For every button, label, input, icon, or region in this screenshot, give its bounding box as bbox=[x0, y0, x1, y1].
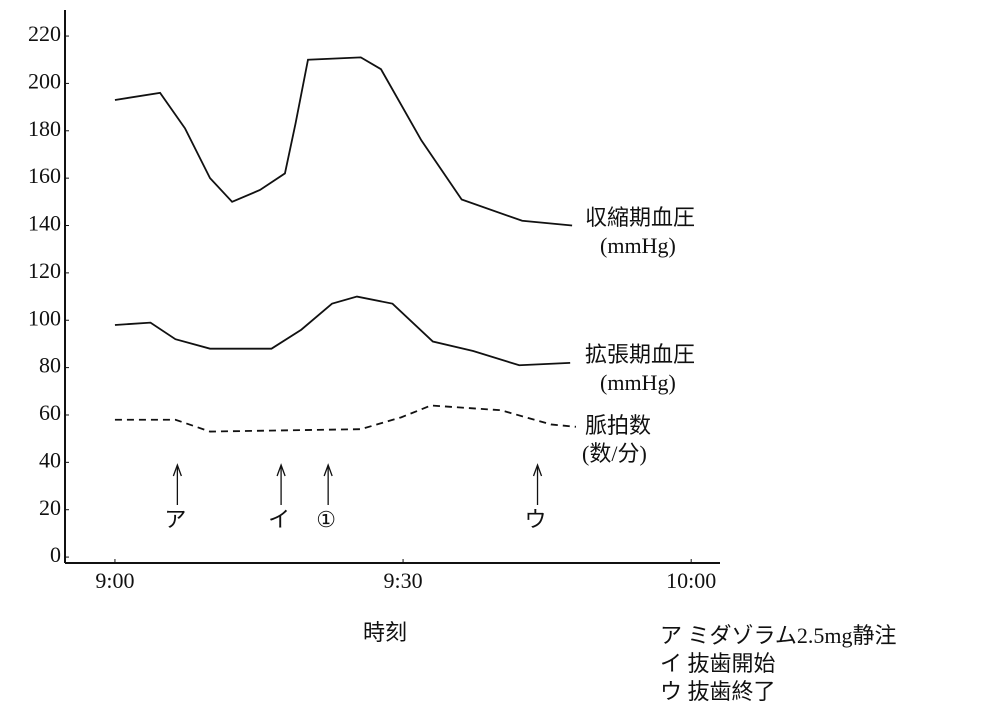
y-tick-label: 220 bbox=[28, 21, 61, 46]
series-label: 拡張期血圧 bbox=[585, 342, 695, 367]
y-tick-label: 140 bbox=[28, 211, 61, 236]
series-unit: (mmHg) bbox=[600, 370, 676, 395]
annotation-label: ウ bbox=[525, 507, 547, 532]
series-unit: (数/分) bbox=[582, 441, 647, 466]
y-tick-label: 100 bbox=[28, 305, 61, 330]
y-tick-label: 60 bbox=[39, 400, 61, 425]
arrow-head bbox=[323, 463, 333, 477]
series-line bbox=[114, 56, 573, 227]
y-tick-label: 120 bbox=[28, 258, 61, 283]
note: イ 抜歯開始 bbox=[660, 651, 776, 676]
series-line bbox=[114, 295, 571, 367]
annotation-label: ア bbox=[164, 507, 186, 532]
annotation-label: ① bbox=[316, 507, 336, 532]
note: ウ 抜歯終了 bbox=[660, 679, 776, 704]
x-tick-label: 9:30 bbox=[384, 568, 423, 593]
annotation-label: イ bbox=[268, 507, 290, 532]
x-axis-title: 時刻 bbox=[363, 620, 407, 645]
y-tick-label: 80 bbox=[39, 353, 61, 378]
series-label: 収縮期血圧 bbox=[585, 205, 695, 230]
series-unit: (mmHg) bbox=[600, 233, 676, 258]
note: ア ミダゾラム2.5mg静注 bbox=[660, 623, 896, 648]
series-label: 脈拍数 bbox=[585, 413, 651, 438]
arrow-head bbox=[532, 463, 543, 477]
arrow-head bbox=[172, 463, 182, 477]
x-tick-label: 10:00 bbox=[666, 568, 716, 593]
y-tick-label: 0 bbox=[50, 542, 61, 567]
x-tick-label: 9:00 bbox=[95, 568, 134, 593]
series-line bbox=[114, 404, 577, 433]
arrow-head bbox=[276, 463, 286, 477]
y-tick-label: 20 bbox=[39, 495, 61, 520]
y-tick-label: 160 bbox=[28, 163, 61, 188]
y-tick-label: 200 bbox=[28, 68, 61, 93]
y-tick-label: 180 bbox=[28, 116, 61, 141]
y-tick-label: 40 bbox=[39, 447, 61, 472]
